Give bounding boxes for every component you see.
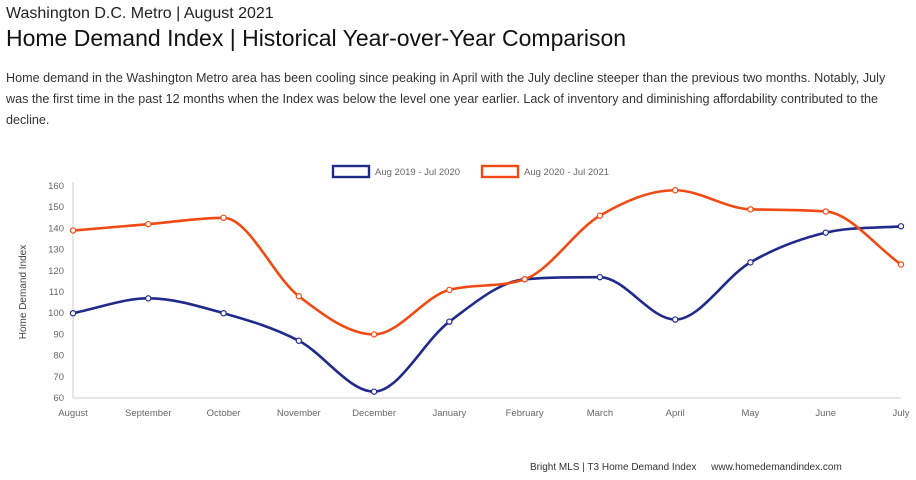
page-title: Home Demand Index | Historical Year-over… — [6, 25, 627, 51]
line-chart: Aug 2019 - Jul 2020 Aug 2020 - Jul 2021 6… — [18, 164, 910, 419]
y-tick-label: 130 — [48, 245, 64, 256]
data-point — [521, 276, 528, 283]
x-tick-label: December — [352, 408, 396, 419]
data-point — [295, 293, 303, 300]
data-point — [370, 388, 378, 395]
data-point — [220, 309, 227, 317]
data-point — [446, 286, 453, 294]
y-tick-label: 70 — [53, 372, 64, 383]
report-kicker: Washington D.C. Metro | August 2021 — [6, 5, 274, 22]
legend-swatch — [331, 164, 371, 179]
source-label: Bright MLS | T3 Home Demand Index — [530, 462, 697, 473]
data-point — [596, 273, 604, 281]
series-line-1 — [72, 224, 902, 393]
data-point — [69, 227, 77, 234]
y-tick-label: 90 — [53, 329, 64, 340]
y-tick-label: 140 — [48, 223, 64, 234]
series-line-2 — [72, 188, 902, 336]
data-point — [897, 223, 905, 230]
x-tick-label: October — [207, 408, 241, 419]
x-tick-label: May — [741, 408, 759, 419]
x-tick-label: June — [815, 408, 836, 419]
data-point — [446, 318, 453, 325]
y-tick-label: 120 — [48, 266, 64, 277]
x-tick-label: April — [666, 408, 685, 419]
x-tick-label: February — [506, 408, 544, 419]
description-text: Home demand in the Washington Metro area… — [6, 71, 886, 127]
data-point — [69, 309, 77, 317]
x-tick-label: July — [893, 408, 910, 419]
data-point — [822, 208, 829, 215]
data-point — [220, 214, 227, 222]
data-point — [897, 261, 905, 268]
data-point — [671, 316, 679, 323]
x-axis: August September October November December Ja… — [58, 397, 910, 419]
x-tick-label: September — [125, 408, 171, 419]
data-point — [671, 187, 679, 194]
data-point — [145, 220, 152, 228]
data-point — [747, 206, 754, 213]
y-tick-label: 60 — [53, 393, 64, 404]
data-point — [145, 295, 152, 302]
legend-swatch — [480, 164, 520, 179]
series-lines — [72, 188, 902, 393]
y-tick-label: 160 — [48, 181, 64, 192]
x-tick-label: January — [432, 408, 466, 419]
legend-label: Aug 2020 - Jul 2021 — [524, 167, 609, 178]
data-point — [295, 337, 303, 344]
series-points — [69, 187, 905, 395]
y-tick-label: 150 — [48, 202, 64, 213]
y-axis-title: Home Demand Index — [18, 245, 29, 340]
chart-legend: Aug 2019 - Jul 2020 Aug 2020 - Jul 2021 — [331, 164, 609, 179]
source-footer: Bright MLS | T3 Home Demand Index www.ho… — [530, 462, 842, 473]
legend-label: Aug 2019 - Jul 2020 — [375, 167, 460, 178]
data-point — [747, 259, 754, 266]
x-tick-label: August — [58, 408, 88, 419]
source-site: www.homedemandindex.com — [711, 462, 842, 473]
data-point — [596, 212, 604, 219]
x-tick-label: November — [277, 408, 321, 419]
data-point — [822, 229, 829, 236]
data-point — [370, 331, 378, 338]
y-axis: 60 70 80 90 100 110 120 130 140 150 160 Home Demand… — [18, 181, 74, 404]
y-tick-label: 110 — [49, 287, 64, 298]
y-tick-label: 80 — [53, 351, 64, 362]
x-tick-label: March — [587, 408, 613, 419]
y-tick-label: 100 — [48, 308, 64, 319]
